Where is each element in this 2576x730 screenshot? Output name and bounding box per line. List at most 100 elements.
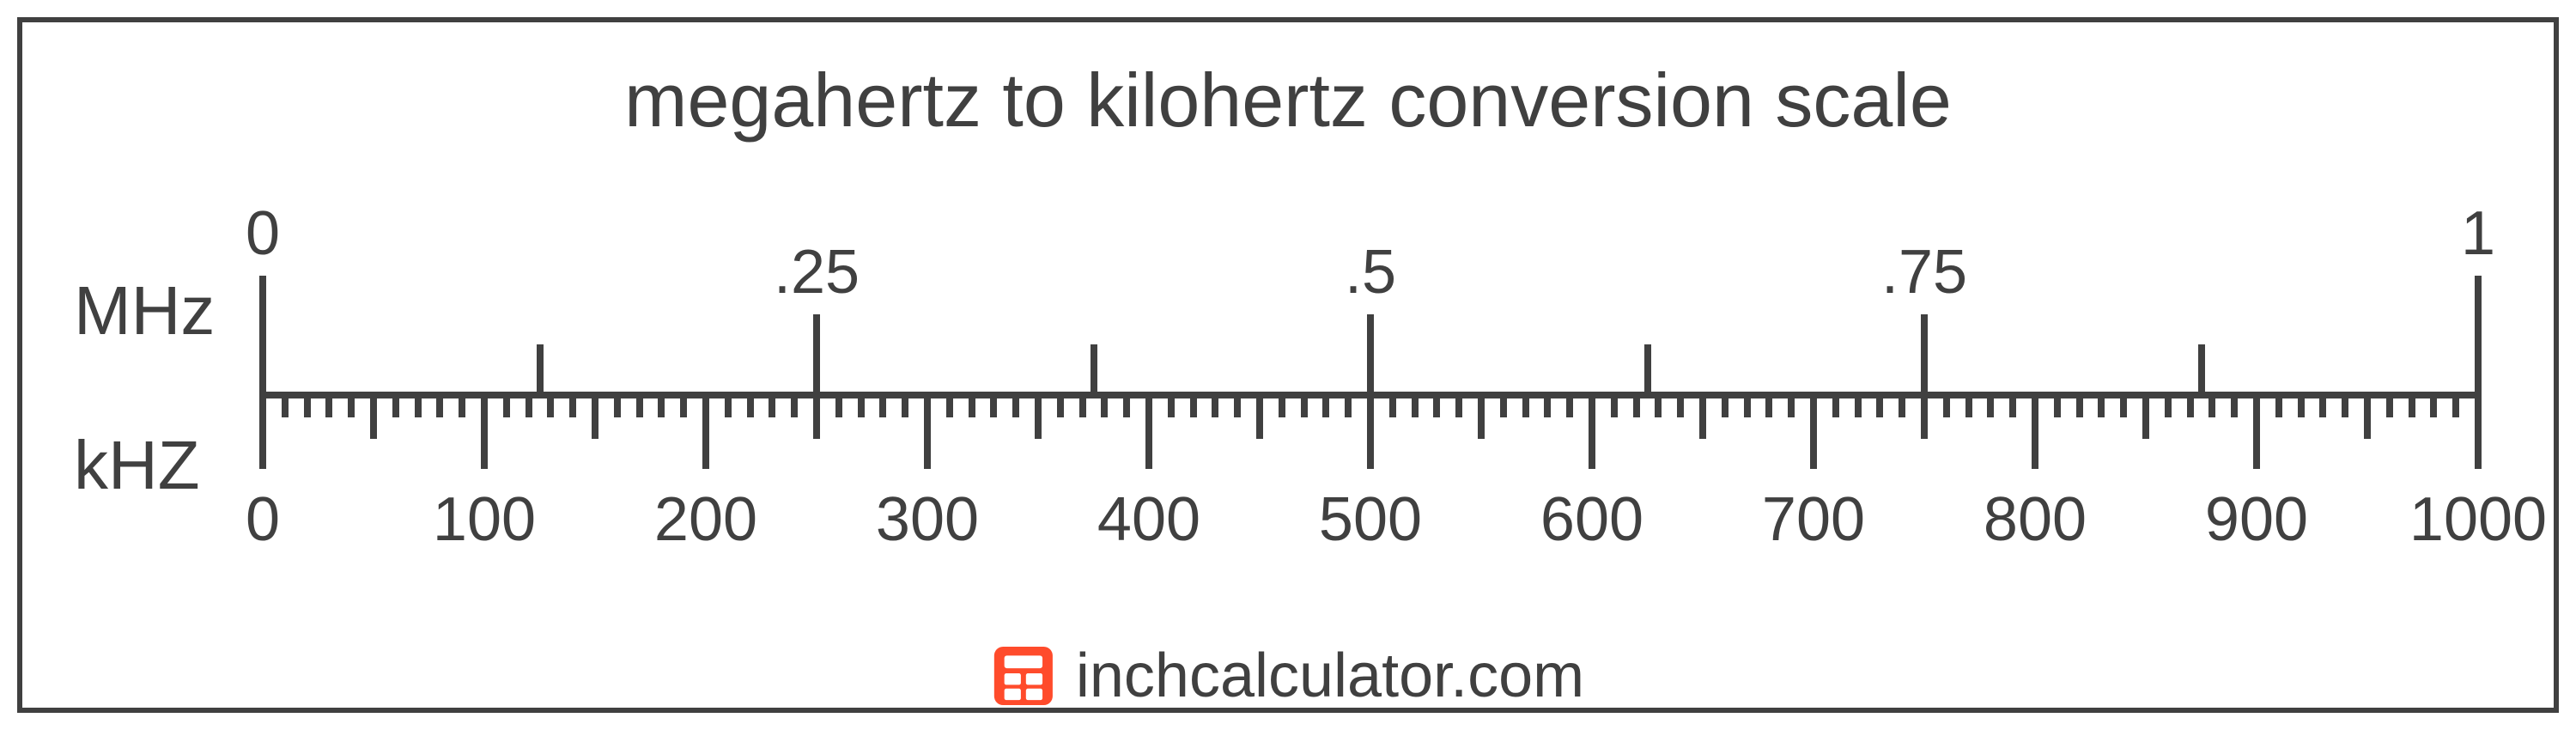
mhz-tick-label: .5 xyxy=(1345,237,1396,307)
khz-tick xyxy=(1168,392,1175,417)
khz-tick xyxy=(1744,392,1751,417)
khz-tick-label: 900 xyxy=(2205,484,2308,555)
khz-tick-label: 200 xyxy=(654,484,757,555)
khz-tick xyxy=(370,392,377,439)
khz-tick xyxy=(1765,392,1772,417)
khz-tick-label: 1000 xyxy=(2409,484,2547,555)
khz-tick xyxy=(2409,392,2415,417)
khz-tick xyxy=(1145,392,1152,469)
mhz-tick xyxy=(1921,314,1928,392)
khz-tick-label: 600 xyxy=(1540,484,1643,555)
khz-tick xyxy=(2231,392,2238,417)
khz-tick xyxy=(614,392,621,417)
khz-tick xyxy=(569,392,576,417)
mhz-tick xyxy=(813,314,820,392)
khz-tick xyxy=(813,392,820,439)
khz-tick xyxy=(769,392,775,417)
mhz-tick xyxy=(259,276,266,392)
khz-tick xyxy=(1566,392,1573,417)
khz-tick xyxy=(2165,392,2172,417)
khz-tick xyxy=(415,392,422,417)
khz-tick xyxy=(547,392,554,417)
khz-tick xyxy=(2253,392,2260,469)
khz-tick xyxy=(946,392,953,417)
khz-tick xyxy=(2342,392,2348,417)
khz-tick xyxy=(879,392,886,417)
khz-tick xyxy=(1788,392,1795,417)
khz-tick xyxy=(2208,392,2215,417)
khz-tick xyxy=(725,392,732,417)
khz-tick xyxy=(1522,392,1529,417)
mhz-tick xyxy=(1367,314,1374,392)
mhz-tick xyxy=(2198,344,2205,392)
khz-tick xyxy=(1478,392,1485,439)
unit-label-mhz: MHz xyxy=(74,271,215,350)
khz-tick xyxy=(2475,392,2482,469)
khz-tick xyxy=(990,392,997,417)
khz-tick xyxy=(2452,392,2459,417)
khz-tick xyxy=(1035,392,1042,439)
khz-tick xyxy=(325,392,332,417)
frame-border: megahertz to kilohertz conversion scaleM… xyxy=(17,17,2559,713)
khz-tick xyxy=(2142,392,2149,439)
khz-tick xyxy=(1699,392,1706,439)
conversion-ruler: 010020030040050060070080090010000.25.5.7… xyxy=(263,22,2478,708)
khz-tick xyxy=(1655,392,1662,417)
khz-tick xyxy=(1455,392,1462,417)
mhz-tick-label: .25 xyxy=(774,237,860,307)
khz-tick-label: 300 xyxy=(876,484,979,555)
khz-tick xyxy=(282,392,289,417)
khz-tick xyxy=(459,392,465,417)
khz-tick xyxy=(2319,392,2326,417)
khz-tick xyxy=(1256,392,1263,439)
khz-tick xyxy=(304,392,311,417)
khz-tick xyxy=(2187,392,2194,417)
khz-tick xyxy=(1921,392,1928,439)
khz-tick xyxy=(1101,392,1108,417)
khz-tick xyxy=(1012,392,1019,417)
khz-tick xyxy=(680,392,687,417)
khz-tick xyxy=(2098,392,2105,417)
khz-tick xyxy=(1190,392,1197,417)
khz-tick xyxy=(1057,392,1064,417)
khz-tick xyxy=(1965,392,1972,417)
khz-tick xyxy=(791,392,798,417)
khz-tick xyxy=(658,392,665,417)
footer-text: inchcalculator.com xyxy=(1076,641,1584,711)
khz-tick xyxy=(2298,392,2305,417)
khz-tick xyxy=(1123,392,1130,417)
khz-tick xyxy=(1500,392,1507,417)
khz-tick xyxy=(924,392,931,469)
khz-tick xyxy=(1544,392,1551,417)
khz-tick xyxy=(2120,392,2127,417)
khz-tick xyxy=(348,392,355,417)
footer: inchcalculator.com xyxy=(992,641,1584,711)
khz-tick xyxy=(1589,392,1595,469)
khz-tick xyxy=(2364,392,2371,439)
khz-tick-label: 500 xyxy=(1319,484,1422,555)
khz-tick xyxy=(1079,392,1086,417)
khz-tick xyxy=(2275,392,2282,417)
khz-tick xyxy=(1345,392,1352,417)
khz-tick xyxy=(2430,392,2437,417)
khz-tick xyxy=(1633,392,1640,417)
khz-tick xyxy=(2032,392,2038,469)
khz-tick xyxy=(1855,392,1862,417)
khz-tick xyxy=(1876,392,1883,417)
khz-tick xyxy=(1279,392,1285,417)
khz-tick xyxy=(1987,392,1994,417)
khz-tick xyxy=(259,392,266,469)
khz-tick xyxy=(1899,392,1905,417)
mhz-tick-label: 1 xyxy=(2461,198,2495,269)
khz-tick-label: 800 xyxy=(1984,484,2087,555)
khz-tick xyxy=(503,392,510,417)
calculator-icon xyxy=(992,644,1055,708)
khz-tick xyxy=(2009,392,2016,417)
khz-tick xyxy=(2054,392,2061,417)
khz-tick xyxy=(1412,392,1419,417)
khz-tick xyxy=(1322,392,1329,417)
mhz-tick-label: 0 xyxy=(246,198,280,269)
khz-tick xyxy=(392,392,399,417)
khz-tick xyxy=(747,392,754,417)
khz-tick xyxy=(1832,392,1839,417)
